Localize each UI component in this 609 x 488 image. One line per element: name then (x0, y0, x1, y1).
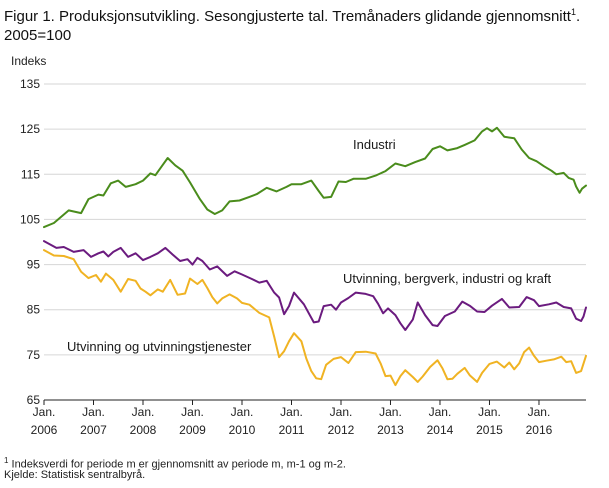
x-tick-label-year: 2007 (80, 423, 107, 437)
x-tick-label-year: 2016 (526, 423, 553, 437)
x-tick-label-year: 2008 (130, 423, 157, 437)
series-label-2: Utvinning, bergverk, industri og kraft (343, 271, 551, 286)
y-tick-label: 65 (27, 393, 41, 407)
footnote: 1 Indeksverdi for periode m er gjennomsn… (4, 454, 346, 472)
series-label-1: Industri (353, 137, 396, 152)
x-tick-label-year: 2009 (179, 423, 206, 437)
x-tick-label-year: 2012 (328, 423, 355, 437)
footnote-mark: 1 (4, 456, 9, 465)
y-tick-label: 125 (20, 122, 40, 136)
x-tick-label-month: Jan. (231, 405, 254, 419)
series-lines (43, 126, 587, 387)
x-tick-label-month: Jan. (528, 405, 551, 419)
x-tick-label-year: 2013 (377, 423, 404, 437)
y-axis-label: Indeks (11, 54, 47, 68)
y-tick-label: 135 (20, 77, 40, 91)
y-tick-label: 75 (27, 348, 41, 362)
x-axis-ticks: Jan. 2006 Jan. 2007 Jan. 2008 Jan. 2009 Jan. 2010… (31, 400, 553, 437)
y-axis-ticks: 65 75 85 95 105 115 125 135 (20, 77, 40, 407)
series-line-2 (43, 240, 587, 331)
x-tick-label-year: 2015 (476, 423, 503, 437)
series-labels: Industri Utvinning, bergverk, industri og… (67, 137, 551, 354)
x-tick-label-year: 2006 (31, 423, 58, 437)
x-tick-label-year: 2014 (427, 423, 454, 437)
x-tick-label-month: Jan. (478, 405, 501, 419)
x-tick-label-month: Jan. (379, 405, 402, 419)
y-tick-label: 95 (27, 258, 41, 272)
chart-title-text: Figur 1. Produksjonsutvikling. Sesongjus… (4, 8, 571, 25)
x-tick-label-month: Jan. (330, 405, 353, 419)
x-tick-label-year: 2011 (279, 423, 305, 437)
y-tick-label: 115 (21, 167, 40, 181)
x-tick-label-month: Jan. (181, 405, 204, 419)
footnote-text: Indeksverdi for periode m er gjennomsnit… (8, 458, 346, 471)
x-tick-label-month: Jan. (429, 405, 452, 419)
x-tick-label-month: Jan. (280, 405, 303, 419)
series-label-3: Utvinning og utvinningstjenester (67, 339, 252, 354)
source-note: Kjelde: Statistisk sentralbyrå. (4, 469, 146, 481)
chart-title: Figur 1. Produksjonsutvikling. Sesongjus… (4, 3, 604, 45)
y-tick-label: 105 (20, 212, 40, 226)
chart-title-footnote-mark: 1 (570, 7, 576, 17)
series-line-3 (43, 249, 587, 387)
chart-title-tail: . 2005=100 (4, 8, 581, 44)
x-tick-label-month: Jan. (132, 405, 155, 419)
y-tick-label: 85 (27, 303, 41, 317)
x-tick-label-month: Jan. (82, 405, 105, 419)
series-line-1 (43, 126, 587, 229)
x-tick-label-year: 2010 (229, 423, 256, 437)
x-tick-label-month: Jan. (33, 405, 56, 419)
